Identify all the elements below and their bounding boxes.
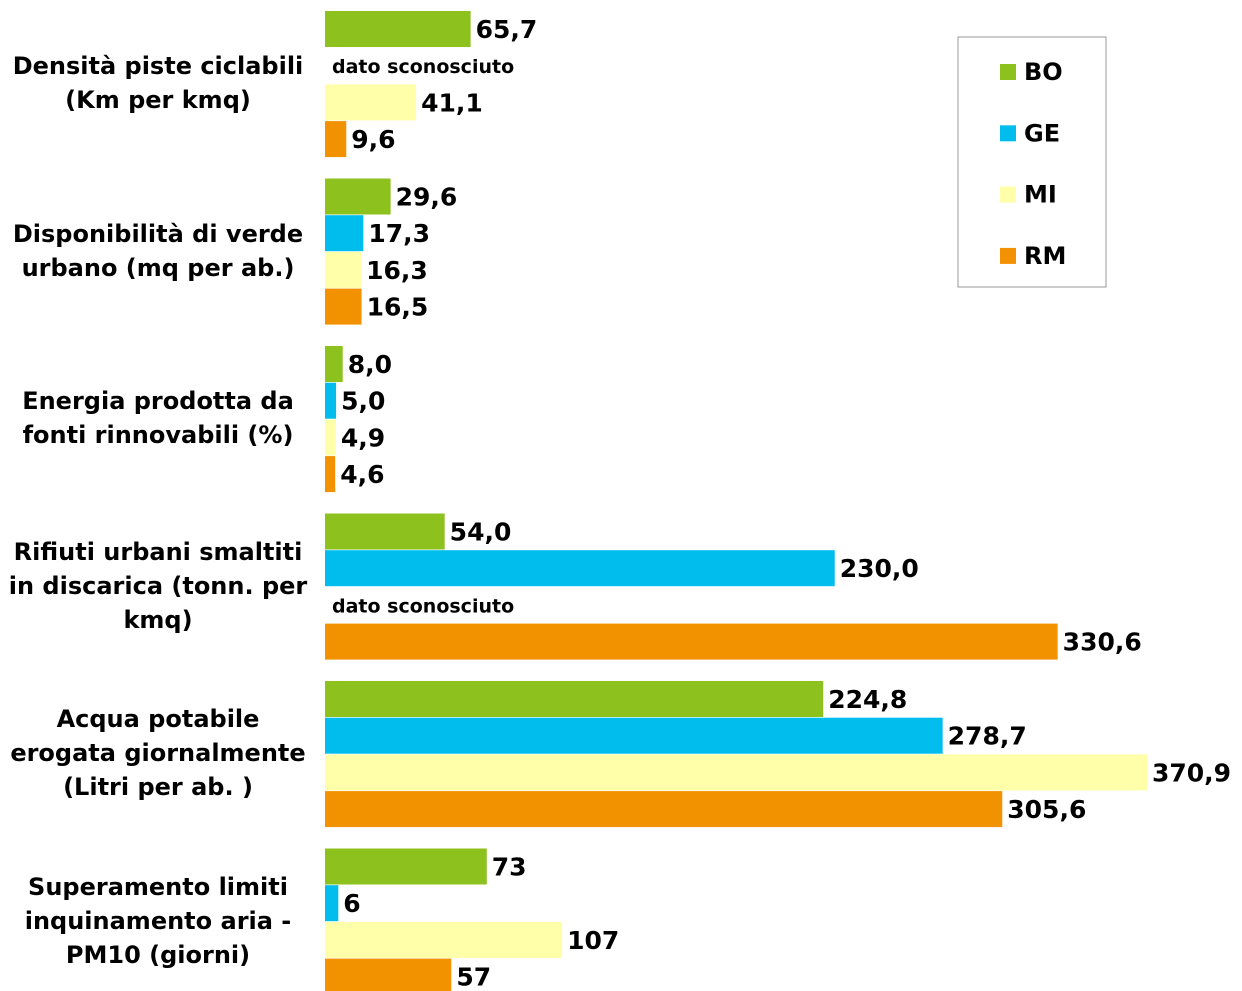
- bar: [325, 848, 487, 885]
- category-label: Densità piste ciclabili (Km per kmq): [12, 52, 304, 115]
- value-label: 41,1: [421, 88, 483, 117]
- legend-swatch: [1000, 125, 1016, 142]
- value-label: 29,6: [396, 183, 458, 212]
- bar: [325, 346, 343, 382]
- bar: [325, 885, 339, 922]
- value-label: 16,5: [367, 293, 429, 322]
- category-label: Acqua potabile erogata giornalmente (Lit…: [10, 705, 306, 802]
- value-label: 230,0: [840, 554, 919, 583]
- bar: [325, 251, 362, 288]
- value-label: 8,0: [348, 350, 392, 379]
- value-label: 4,6: [340, 460, 384, 489]
- bar: [325, 550, 835, 587]
- bar: [325, 921, 563, 958]
- bar: [325, 419, 336, 456]
- bar: [325, 791, 1003, 828]
- legend-swatch: [1000, 186, 1016, 203]
- value-label: 57: [456, 963, 491, 991]
- bar: [325, 456, 336, 493]
- value-label: 9,6: [351, 125, 395, 154]
- bar: [325, 754, 1147, 791]
- bar: [325, 288, 362, 325]
- category-label: Disponibilità di verde urbano (mq per ab…: [12, 219, 304, 282]
- bar: [325, 178, 391, 215]
- bar: [325, 84, 417, 121]
- bar: [325, 681, 824, 717]
- value-label: 370,9: [1152, 758, 1231, 787]
- legend-box: [957, 36, 1107, 288]
- legend-swatch: [1000, 247, 1016, 264]
- value-label: 4,9: [341, 423, 385, 452]
- legend-label: RM: [1024, 242, 1066, 270]
- legend-label: BO: [1024, 58, 1063, 86]
- bar: [325, 623, 1058, 660]
- missing-label: dato sconosciuto: [332, 595, 514, 617]
- legend-label: GE: [1024, 119, 1060, 147]
- legend-label: MI: [1024, 181, 1057, 209]
- category-label: Energia prodotta da fonti rinnovabili (%…: [22, 387, 294, 450]
- bar: [325, 11, 471, 47]
- value-label: 107: [567, 926, 619, 955]
- category-label: Rifiuti urbani smaltiti in discarica (to…: [8, 537, 308, 634]
- value-label: 17,3: [368, 219, 430, 248]
- bar: [325, 717, 943, 754]
- value-label: 6: [343, 889, 360, 918]
- value-label: 224,8: [828, 685, 907, 714]
- bar: [325, 382, 337, 419]
- value-label: 73: [492, 853, 527, 882]
- value-label: 5,0: [341, 387, 385, 416]
- bar: [325, 215, 364, 252]
- bar: [325, 121, 347, 158]
- category-label: Superamento limiti inquinamento aria - P…: [24, 872, 292, 969]
- value-label: 305,6: [1007, 795, 1086, 824]
- value-label: 16,3: [366, 256, 428, 285]
- value-label: 65,7: [476, 15, 538, 44]
- bar: [325, 958, 452, 991]
- value-label: 330,6: [1063, 628, 1142, 657]
- value-label: 54,0: [450, 518, 512, 547]
- bar: [325, 513, 445, 550]
- missing-label: dato sconosciuto: [332, 56, 514, 78]
- legend-swatch: [1000, 64, 1016, 80]
- value-label: 278,7: [948, 722, 1027, 751]
